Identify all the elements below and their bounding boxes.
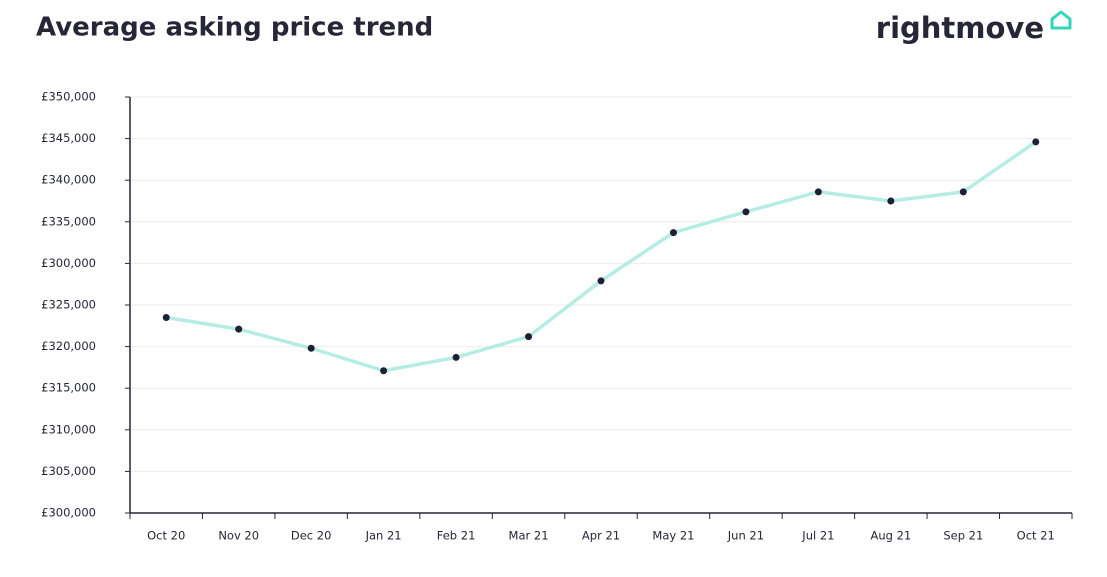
brand-name: rightmove: [876, 11, 1044, 45]
x-tick-label: Feb 21: [437, 529, 476, 543]
logo-icon: [1050, 10, 1072, 30]
y-tick-label: £315,000: [41, 381, 96, 395]
x-tick-label: Aug 21: [870, 529, 911, 543]
point: [525, 333, 533, 341]
point: [162, 313, 170, 321]
point: [1032, 138, 1040, 146]
x-tick-label: Oct 20: [147, 529, 185, 543]
y-tick-label: £300,000: [41, 256, 96, 270]
y-tick-label: £335,000: [41, 214, 96, 228]
x-tick-label: May 21: [652, 529, 694, 543]
point: [380, 367, 388, 375]
y-tick-label: £340,000: [41, 173, 96, 187]
x-tick-label: Oct 21: [1017, 529, 1055, 543]
y-tick-label: £310,000: [41, 422, 96, 436]
y-tick-label: £325,000: [41, 298, 96, 312]
line: [165, 140, 1037, 373]
y-tick-label: £300,000: [41, 506, 96, 520]
point: [307, 344, 315, 352]
x-tick-label: Nov 20: [218, 529, 259, 543]
point: [959, 188, 967, 196]
x-tick-label: Jan 21: [365, 529, 402, 543]
plot: £300,000 £305,000 £310,000 £315,000 £320,000…: [41, 90, 1073, 543]
point: [814, 188, 822, 196]
x-tick-label: Apr 21: [582, 529, 620, 543]
chart-title: Average asking price trend: [36, 13, 433, 43]
x-tick-label: Jul 21: [801, 529, 834, 543]
x-tick-label: Jun 21: [727, 529, 764, 543]
y-tick-label: £345,000: [41, 131, 96, 145]
y-tick-label: £305,000: [41, 464, 96, 478]
point: [887, 197, 895, 205]
point: [597, 277, 605, 285]
x-tick-label: Mar 21: [509, 529, 549, 543]
y-tick-label: £320,000: [41, 339, 96, 353]
point: [235, 325, 243, 333]
x-tick-label: Sep 21: [943, 529, 983, 543]
x-tick-label: Dec 20: [291, 529, 332, 543]
point: [669, 229, 677, 237]
point: [452, 353, 460, 361]
logo: rightmove: [876, 10, 1072, 45]
y-tick-label: £350,000: [41, 90, 96, 104]
point: [742, 208, 750, 216]
